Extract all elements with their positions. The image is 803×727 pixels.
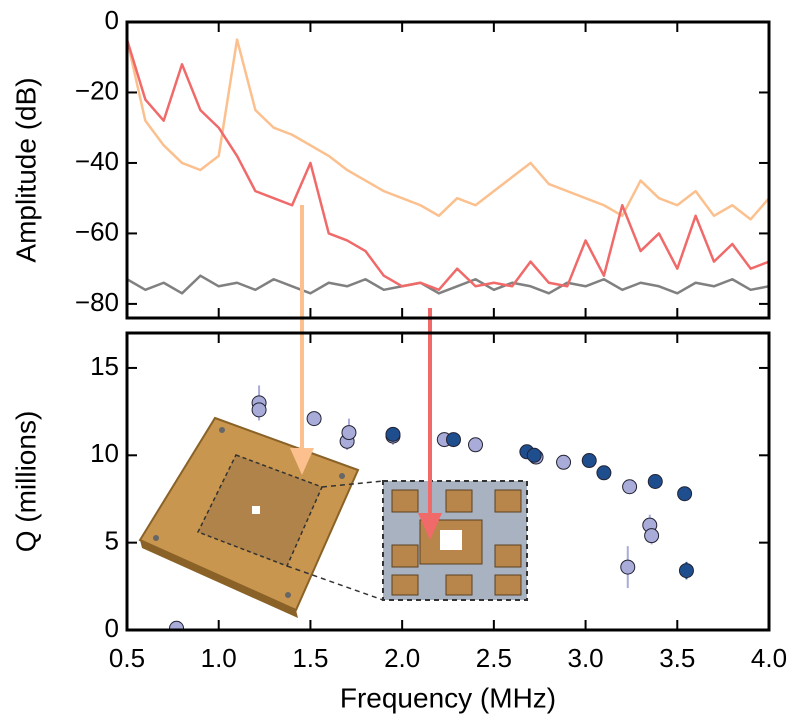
- frame: [125, 331, 771, 632]
- zoom-line: [286, 565, 384, 601]
- y-tick-label: −80: [75, 287, 119, 317]
- spectrum-line: [127, 39, 769, 292]
- y-tick-label: 15: [90, 351, 119, 381]
- x-tick-label: 0.5: [109, 643, 145, 673]
- data-point: [251, 402, 267, 418]
- x-tick-label: 4.0: [751, 643, 787, 673]
- data-point: [169, 620, 185, 630]
- hole: [153, 535, 159, 541]
- data-point: [341, 425, 357, 441]
- y-axis-title: Q (millions): [10, 411, 41, 553]
- x-tick-label: 3.0: [567, 643, 603, 673]
- y-tick-label: −40: [75, 146, 119, 176]
- data-point: [446, 432, 462, 448]
- data-point: [306, 411, 322, 427]
- data-point: [644, 528, 660, 544]
- hole: [219, 427, 225, 433]
- spectrum-line: [127, 38, 769, 221]
- defect: [252, 506, 260, 514]
- data-point: [468, 437, 484, 453]
- plot-area: [127, 38, 769, 295]
- y-tick-label: 0: [105, 613, 119, 643]
- hole: [339, 473, 345, 479]
- data-point: [678, 563, 694, 579]
- y-tick-label: 5: [105, 526, 119, 556]
- data-point: [526, 447, 542, 463]
- data-point: [556, 454, 572, 470]
- device-inset: [138, 416, 528, 618]
- plate-edge: [140, 540, 298, 618]
- x-tick-label: 1.0: [201, 643, 237, 673]
- arrow-head: [418, 513, 442, 540]
- frames: 0 −20 −40 −60 −80 Amplitude (dB) 0 5 10 15 0.5 1.0 1…: [10, 5, 787, 714]
- x-tick-label: 2.0: [384, 643, 420, 673]
- data-point: [385, 426, 401, 442]
- plots: [127, 38, 769, 630]
- data-point: [596, 465, 612, 481]
- arrows: [290, 205, 442, 540]
- y-axis-title: Amplitude (dB): [10, 77, 41, 262]
- data-point: [647, 474, 663, 489]
- y-tick-label: 0: [105, 5, 119, 35]
- data-point: [677, 486, 693, 502]
- data-point: [622, 479, 638, 495]
- frame: [125, 20, 771, 320]
- data-point: [581, 453, 597, 469]
- x-tick-label: 3.5: [659, 643, 695, 673]
- zoom-defect: [440, 530, 462, 550]
- y-tick-label: −60: [75, 216, 119, 246]
- y-tick-label: 10: [90, 438, 119, 468]
- hole: [285, 592, 291, 598]
- spectrum-line: [127, 274, 769, 295]
- y-tick-label: −20: [75, 75, 119, 105]
- zoom-line: [321, 480, 384, 488]
- arrow-head: [290, 448, 314, 475]
- x-tick-label: 2.5: [476, 643, 512, 673]
- zoom-pads: [391, 489, 522, 596]
- x-tick-label: 1.5: [292, 643, 328, 673]
- x-axis-title: Frequency (MHz): [340, 682, 556, 713]
- data-point: [620, 559, 636, 575]
- plot-area: [169, 385, 694, 630]
